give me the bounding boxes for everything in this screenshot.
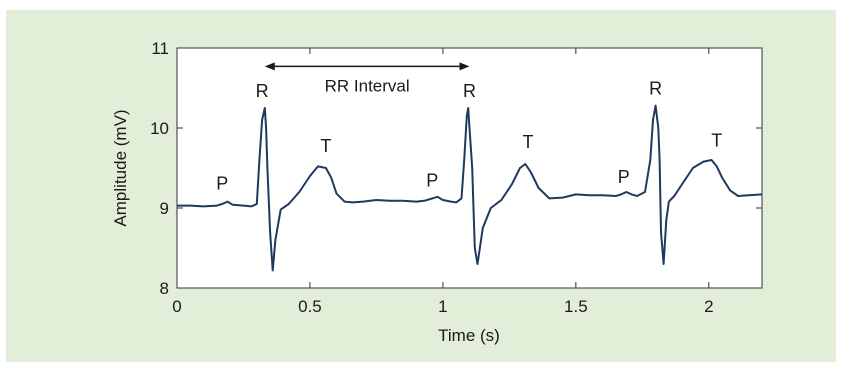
x-tick-label: 2	[704, 297, 713, 316]
wave-label-t: T	[523, 132, 534, 152]
wave-label-t: T	[320, 136, 331, 156]
x-tick-label: 1	[438, 297, 447, 316]
x-tick-label: 0	[172, 297, 181, 316]
ecg-chart: 0 0.5 1 1.5 2 8 9 10 11 P R T P R T P R T RR Interval Ti…	[111, 39, 763, 345]
rr-arrowhead-right	[459, 62, 470, 71]
x-tick-label: 1.5	[564, 297, 588, 316]
wave-label-t: T	[711, 130, 722, 150]
y-tick-label: 10	[150, 119, 169, 138]
rr-interval-annotation: RR Interval	[264, 62, 470, 95]
rr-interval-label: RR Interval	[325, 76, 410, 95]
x-tick-label: 0.5	[298, 297, 322, 316]
wave-label-r: R	[649, 78, 662, 98]
wave-label-r: R	[463, 81, 476, 101]
wave-labels-layer: P R T P R T P R T	[216, 78, 722, 193]
y-axis-label: Amplitude (mV)	[111, 109, 130, 226]
rr-arrowhead-left	[264, 62, 275, 71]
wave-label-p: P	[618, 167, 630, 187]
wave-label-p: P	[426, 170, 438, 190]
y-tick-label: 11	[151, 39, 169, 58]
x-axis-label: Time (s)	[438, 326, 500, 345]
wave-label-r: R	[256, 81, 269, 101]
ecg-series-line	[177, 104, 763, 272]
wave-label-p: P	[216, 174, 228, 194]
ticks-layer: 0 0.5 1 1.5 2 8 9 10 11	[150, 39, 762, 316]
y-tick-label: 9	[160, 199, 169, 218]
figure-background: 0 0.5 1 1.5 2 8 9 10 11 P R T P R T P R T RR Interval Ti…	[6, 10, 836, 362]
y-tick-label: 8	[160, 279, 169, 298]
